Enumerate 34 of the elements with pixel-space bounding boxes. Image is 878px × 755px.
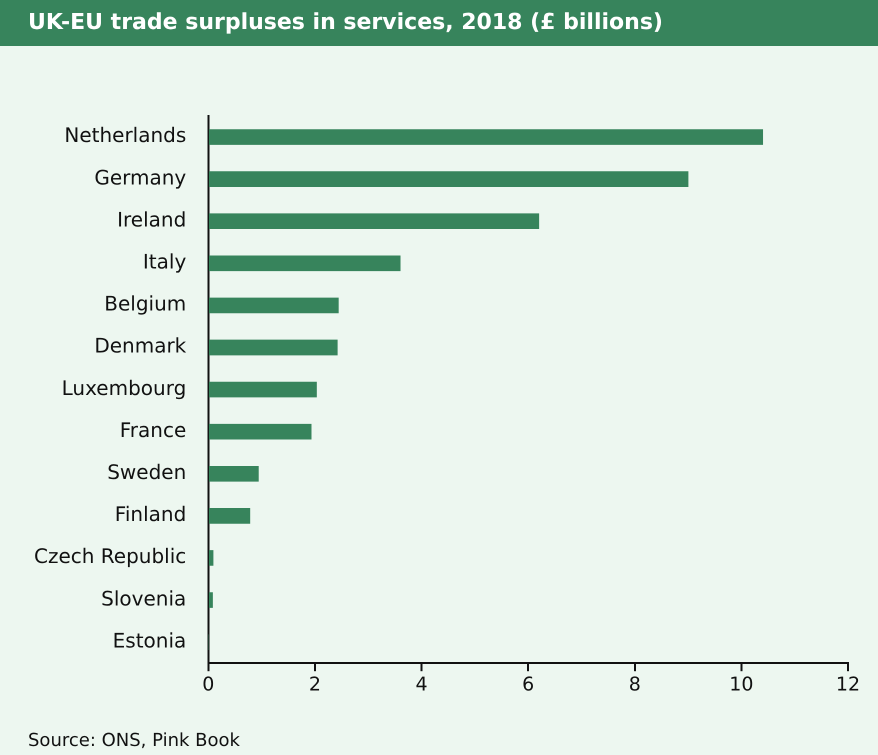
y-tick-label: Belgium bbox=[104, 292, 186, 316]
y-tick-label: Ireland bbox=[117, 207, 186, 232]
bar bbox=[208, 129, 764, 145]
y-tick-label: Finland bbox=[114, 502, 186, 526]
bar bbox=[208, 340, 338, 356]
bar bbox=[208, 213, 540, 230]
x-tick-label: 4 bbox=[415, 674, 428, 696]
bar bbox=[208, 382, 317, 398]
y-tick-label: Luxembourg bbox=[62, 376, 186, 400]
bar bbox=[208, 298, 339, 314]
bar bbox=[208, 466, 259, 482]
y-tick-label: Netherlands bbox=[64, 123, 186, 148]
x-tick-label: 2 bbox=[308, 674, 321, 696]
bar bbox=[208, 424, 312, 440]
bar bbox=[208, 171, 688, 187]
bar bbox=[208, 592, 213, 608]
y-tick-label: Italy bbox=[142, 250, 186, 274]
source-note: Source: ONS, Pink Book bbox=[28, 730, 240, 751]
x-tick-label: 12 bbox=[836, 674, 860, 696]
y-tick-label: Denmark bbox=[94, 334, 187, 358]
y-tick-label: France bbox=[120, 418, 186, 442]
y-tick-label: Estonia bbox=[112, 628, 186, 652]
bar bbox=[208, 550, 214, 566]
bar bbox=[208, 508, 250, 524]
chart-title: UK-EU trade surpluses in services, 2018 (£ billions) bbox=[0, 0, 878, 46]
x-tick-label: 8 bbox=[628, 674, 641, 696]
y-tick-label: Czech Republic bbox=[34, 544, 186, 568]
bar bbox=[208, 255, 401, 272]
y-tick-label: Sweden bbox=[107, 460, 186, 484]
x-tick-label: 10 bbox=[729, 674, 754, 696]
y-tick-label: Slovenia bbox=[101, 586, 186, 610]
x-tick-label: 0 bbox=[202, 674, 214, 696]
x-tick-label: 6 bbox=[522, 674, 534, 696]
y-tick-label: Germany bbox=[94, 165, 186, 190]
